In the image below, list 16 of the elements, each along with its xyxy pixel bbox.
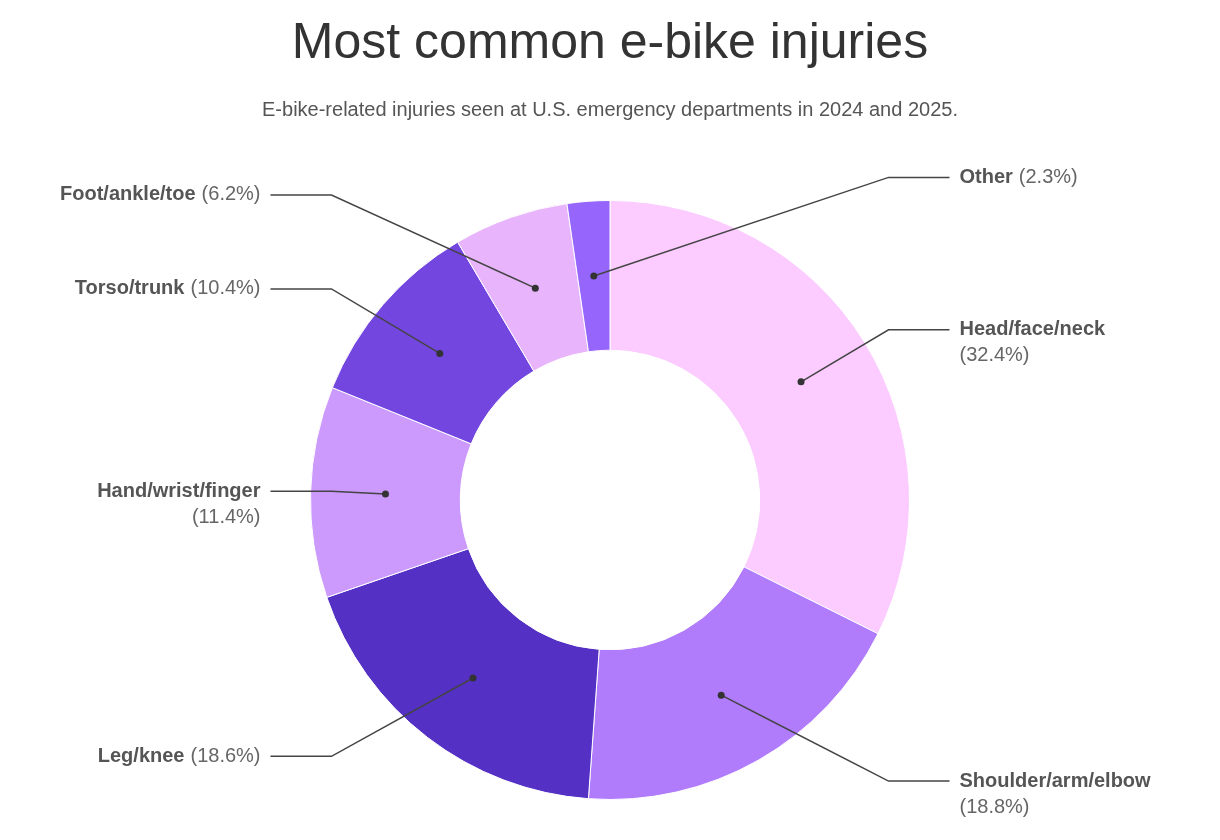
slice-label: Other: [959, 164, 1014, 187]
data-label: (6.2%): [201, 182, 261, 205]
data-label: (18.8%): [959, 794, 1030, 817]
data-label: (11.4%): [191, 504, 261, 527]
slice-label: Head/face/neck: [959, 317, 1107, 340]
chart-subtitle: E-bike-related injuries seen at U.S. emergency departments in 2024 and 2025.: [261, 98, 959, 121]
data-label: (2.3%): [1018, 164, 1078, 187]
data-label: (18.6%): [190, 743, 261, 766]
data-label: (10.4%): [190, 276, 261, 299]
slice-label: Leg/knee: [97, 743, 185, 766]
slice-label: Torso/trunk: [74, 276, 186, 299]
chart-title: Most common e-bike injuries: [290, 12, 930, 70]
slice-label: Foot/ankle/toe: [60, 182, 196, 205]
data-label: (32.4%): [959, 343, 1030, 366]
slice-label: Hand/wrist/finger: [97, 478, 261, 501]
slice-label: Shoulder/arm/elbow: [959, 768, 1152, 791]
